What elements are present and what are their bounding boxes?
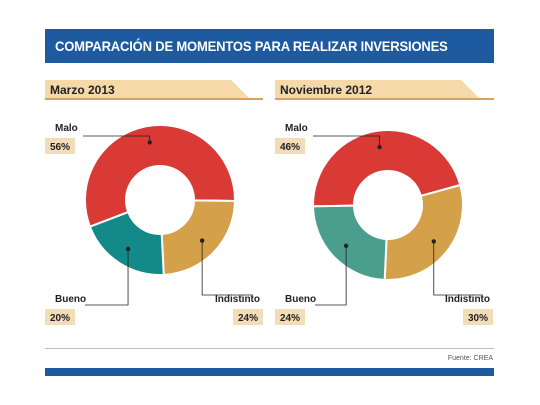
panel-tab-noviembre: Noviembre 2012 [275, 80, 480, 99]
panel-rule-marzo [45, 98, 263, 100]
leader-line-indistinto [433, 241, 483, 296]
donut-slice-bueno [311, 204, 388, 281]
bottom-banner [45, 368, 494, 376]
leader-dot-bueno [343, 243, 349, 249]
category-label-indistinto: Indistinto [215, 294, 260, 305]
leader-line-indistinto [201, 240, 253, 296]
percent-label-indistinto: 30% [468, 313, 488, 324]
percent-label-malo: 56% [50, 142, 70, 153]
donut-chart-marzo: Malo 56% Indistinto 24% Bueno 20% [45, 123, 263, 325]
source-note: Fuente: CREA [447, 355, 493, 362]
tab-shape [275, 80, 480, 99]
title-banner: COMPARACIÓN DE MOMENTOS PARA REALIZAR IN… [45, 29, 494, 63]
donut-slice-bueno [88, 210, 165, 276]
leader-dot-indistinto [199, 238, 205, 243]
percent-label-malo: 46% [280, 142, 300, 153]
leader-dot-bueno [125, 246, 131, 252]
page-title: COMPARACIÓN DE MOMENTOS PARA REALIZAR IN… [55, 38, 448, 54]
leader-line-malo [313, 135, 380, 148]
category-label-malo: Malo [285, 123, 308, 134]
percent-box-indistinto [233, 309, 263, 325]
percent-box-bueno [45, 309, 75, 325]
leader-dot-malo [147, 140, 152, 145]
percent-box-malo [275, 138, 305, 154]
panel-title-noviembre: Noviembre 2012 [280, 83, 373, 97]
percent-box-bueno [275, 309, 305, 325]
percent-label-bueno: 20% [50, 313, 70, 324]
donut-slice-indistinto [160, 199, 237, 276]
leader-dot-indistinto [431, 239, 436, 244]
leader-dot-malo [377, 144, 382, 150]
donut-chart-noviembre: Malo 46% Indistinto 30% Bueno 24% [275, 123, 493, 325]
percent-box-indistinto [463, 309, 493, 325]
percent-label-indistinto: 24% [238, 313, 258, 324]
bottom-divider [45, 348, 494, 349]
category-label-bueno: Bueno [285, 294, 316, 305]
donut-slice-malo [312, 129, 462, 208]
leader-line-bueno [315, 245, 347, 306]
panel-title-marzo: Marzo 2013 [50, 83, 115, 97]
donut-slice-malo [84, 124, 236, 229]
percent-box-malo [45, 138, 75, 154]
category-label-bueno: Bueno [55, 294, 86, 305]
category-label-malo: Malo [55, 123, 78, 134]
percent-label-bueno: 24% [280, 313, 300, 324]
panel-rule-noviembre [275, 98, 494, 100]
category-label-indistinto: Indistinto [445, 294, 490, 305]
panel-tab-marzo: Marzo 2013 [45, 80, 250, 99]
donut-slice-indistinto [383, 183, 464, 281]
tab-shape [45, 80, 250, 99]
leader-line-bueno [85, 248, 129, 306]
